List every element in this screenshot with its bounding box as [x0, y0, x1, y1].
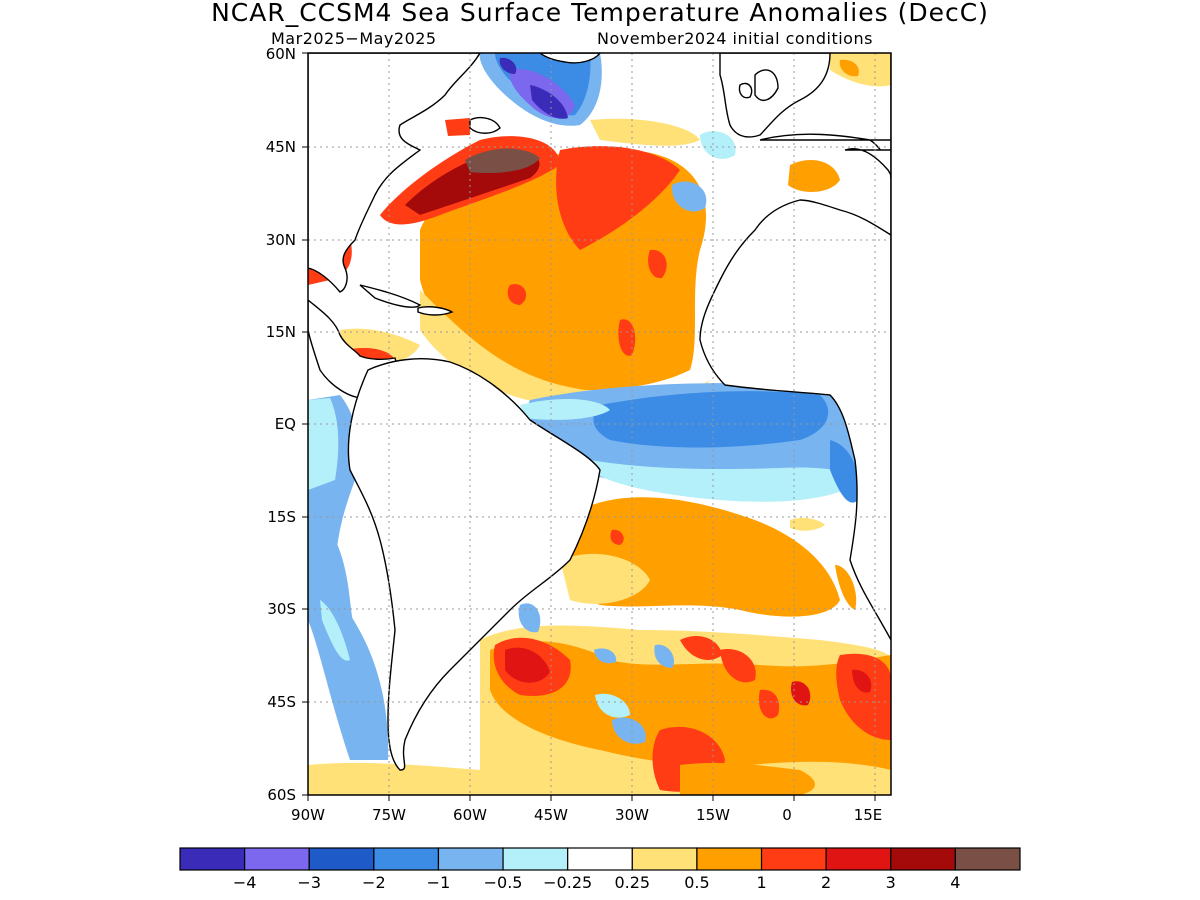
colorbar-label: −1: [426, 873, 451, 892]
colorbar-label: −0.25: [543, 873, 593, 892]
lon-label: 30W: [615, 806, 649, 824]
lat-label: 60N: [265, 45, 296, 63]
colorbar-label: −4: [232, 873, 257, 892]
colorbar-label: 0.25: [614, 873, 651, 892]
colorbar-swatch: [696, 847, 763, 871]
colorbar-swatch: [179, 847, 246, 871]
lon-label: 60W: [453, 806, 487, 824]
coastlines: [308, 53, 891, 771]
lon-label: 90W: [291, 806, 325, 824]
initial-conditions: November2024 initial conditions: [597, 29, 873, 48]
colorbar-label: 1: [756, 873, 767, 892]
lat-label: 15N: [265, 323, 296, 341]
lat-label: 30N: [265, 231, 296, 249]
lat-label: 45S: [267, 693, 296, 711]
colorbar-swatch: [308, 847, 375, 871]
colorbar-swatch: [890, 847, 956, 871]
colorbar-swatch: [760, 847, 827, 871]
forecast-period: Mar2025−May2025: [271, 29, 437, 48]
axis-ticks: [302, 52, 876, 801]
colorbar-label: 3: [885, 873, 896, 892]
lon-label: 15W: [696, 806, 730, 824]
map-title: NCAR_CCSM4 Sea Surface Temperature Anoma…: [211, 0, 989, 27]
lon-label: 0: [782, 806, 792, 824]
colorbar-swatch: [631, 847, 698, 871]
colorbar-swatch: [502, 847, 569, 871]
colorbar-label: 2: [821, 873, 832, 892]
colorbar-swatch: [567, 847, 633, 871]
lat-label: 30S: [267, 600, 296, 618]
lat-label: 15S: [267, 508, 296, 526]
colorbar-label: −0.5: [483, 873, 523, 892]
lat-label: 45N: [265, 138, 296, 156]
lon-label: 75W: [372, 806, 406, 824]
colorbar: [179, 847, 1021, 871]
colorbar-swatch: [954, 847, 1021, 871]
colorbar-swatch: [825, 847, 892, 871]
anomaly-field: [308, 53, 891, 795]
lat-label: EQ: [274, 415, 296, 433]
colorbar-label: −3: [297, 873, 322, 892]
graticule: [308, 53, 891, 795]
lat-label: 60S: [267, 786, 296, 804]
colorbar-swatch: [373, 847, 440, 871]
lon-label: 15E: [853, 806, 883, 824]
colorbar-label: 4: [950, 873, 961, 892]
colorbar-label: 0.5: [684, 873, 710, 892]
colorbar-swatch: [244, 847, 310, 871]
lon-label: 45W: [534, 806, 568, 824]
colorbar-label: −2: [362, 873, 386, 892]
colorbar-swatch: [437, 847, 504, 871]
